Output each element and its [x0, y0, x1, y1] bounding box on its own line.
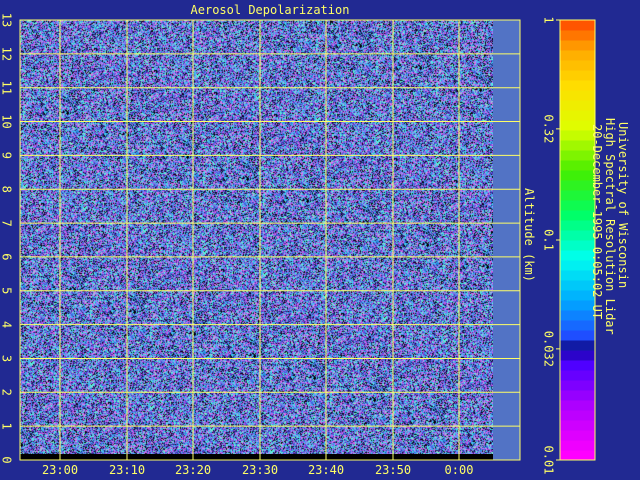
- caption-line1: University of Wisconsin: [616, 122, 630, 289]
- colorbar-band: [560, 90, 595, 101]
- colorbar-band: [560, 370, 595, 381]
- y-tick-label: 5: [0, 287, 14, 294]
- colorbar-band: [560, 130, 595, 141]
- colorbar-band: [560, 330, 595, 341]
- colorbar-band: [560, 20, 595, 31]
- colorbar-tick-label: 0.32: [542, 114, 556, 143]
- colorbar-band: [560, 60, 595, 71]
- colorbar-band: [560, 110, 595, 121]
- colorbar-band: [560, 50, 595, 61]
- colorbar-band: [560, 160, 595, 171]
- colorbar: [559, 19, 596, 461]
- y-tick-label: 13: [0, 13, 14, 27]
- x-tick-label: 23:30: [242, 463, 278, 477]
- colorbar-band: [560, 310, 595, 321]
- colorbar-band: [560, 220, 595, 231]
- colorbar-band: [560, 350, 595, 361]
- y-tick-label: 8: [0, 186, 14, 193]
- caption-line3: 20-December-1995 0:05:02 UT: [590, 124, 604, 320]
- colorbar-band: [560, 400, 595, 411]
- y-tick-label: 7: [0, 219, 14, 226]
- y-tick-label: 2: [0, 389, 14, 396]
- heatmap-image: [20, 20, 493, 460]
- colorbar-band: [560, 420, 595, 431]
- y-tick-label: 12: [0, 47, 14, 61]
- x-tick-label: 23:50: [375, 463, 411, 477]
- colorbar-band: [560, 200, 595, 211]
- y-tick-label: 9: [0, 152, 14, 159]
- colorbar-band: [560, 290, 595, 301]
- no-data-region: [493, 20, 520, 460]
- colorbar-band: [560, 30, 595, 41]
- colorbar-band: [560, 450, 595, 461]
- colorbar-tick-label: 1: [542, 16, 556, 23]
- y-tick-label: 3: [0, 355, 14, 362]
- x-tick-label: 0:00: [445, 463, 474, 477]
- colorbar-tick-label: 0.1: [542, 229, 556, 251]
- colorbar-band: [560, 260, 595, 271]
- caption-line2: High Spectral Resolution Lidar: [603, 118, 617, 335]
- colorbar-band: [560, 440, 595, 451]
- colorbar-band: [560, 320, 595, 331]
- colorbar-band: [560, 70, 595, 81]
- colorbar-band: [560, 210, 595, 221]
- colorbar-band: [560, 140, 595, 151]
- plot-frame: [19, 19, 521, 461]
- x-tick-label: 23:20: [175, 463, 211, 477]
- colorbar-band: [560, 170, 595, 181]
- colorbar-band: [560, 380, 595, 391]
- colorbar-band: [560, 40, 595, 51]
- colorbar-band: [560, 120, 595, 131]
- colorbar-band: [560, 180, 595, 191]
- y-tick-label: 0: [0, 456, 14, 463]
- x-axis-ticks: 23:00 23:10 23:20 23:30 23:40 23:50 0:00: [42, 463, 474, 477]
- y-tick-label: 1: [0, 423, 14, 430]
- colorbar-tick-label: 0.01: [542, 446, 556, 475]
- x-tick-label: 23:40: [308, 463, 344, 477]
- colorbar-band: [560, 150, 595, 161]
- colorbar-band: [560, 410, 595, 421]
- y-tick-label: 11: [0, 80, 14, 94]
- y-tick-label: 6: [0, 253, 14, 260]
- depolarization-heatmap: [20, 20, 493, 460]
- y-tick-label: 10: [0, 114, 14, 128]
- grid-lines: [19, 19, 521, 461]
- colorbar-band: [560, 280, 595, 291]
- colorbar-band: [560, 430, 595, 441]
- colorbar-band: [560, 270, 595, 281]
- colorbar-band: [560, 190, 595, 201]
- colorbar-ticks: 1 0.32 0.1 0.032 0.01: [542, 16, 560, 475]
- colorbar-tick-label: 0.032: [542, 331, 556, 367]
- colorbar-band: [560, 250, 595, 261]
- y-tick-label: 4: [0, 321, 14, 328]
- colorbar-band: [560, 390, 595, 401]
- x-tick-label: 23:00: [42, 463, 78, 477]
- colorbar-band: [560, 230, 595, 241]
- colorbar-band: [560, 360, 595, 371]
- chart-title: Aerosol Depolarization: [191, 3, 350, 17]
- ground-strip: [20, 454, 493, 460]
- colorbar-band: [560, 240, 595, 251]
- colorbar-band: [560, 300, 595, 311]
- colorbar-band: [560, 80, 595, 91]
- x-tick-label: 23:10: [109, 463, 145, 477]
- colorbar-band: [560, 100, 595, 111]
- y-axis-label: Altitude (km): [522, 188, 536, 282]
- colorbar-band: [560, 340, 595, 351]
